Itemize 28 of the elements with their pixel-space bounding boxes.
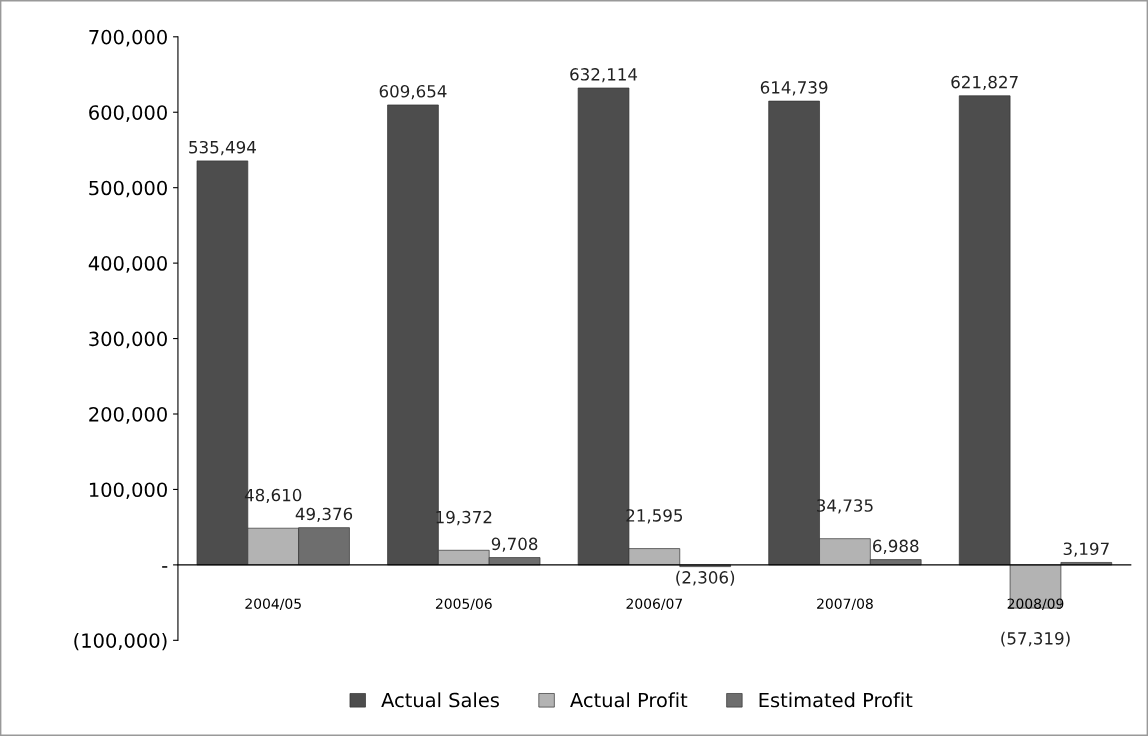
data-label: 614,739	[760, 81, 828, 96]
y-tick-label: 300,000	[89, 331, 167, 349]
legend-label: Estimated Profit	[759, 692, 913, 708]
y-tick-label: 500,000	[89, 180, 167, 198]
legend-label: Actual Profit	[570, 692, 688, 708]
data-label: 632,114	[570, 68, 638, 83]
x-tick-label: 2006/07	[626, 598, 683, 611]
data-label: 621,827	[951, 75, 1018, 91]
data-label: (2,306)	[676, 570, 735, 586]
data-label: 6,988	[873, 539, 919, 554]
y-tick-label: (100,000)	[74, 632, 167, 651]
y-tick-label: 200,000	[89, 406, 167, 424]
x-tick-label: 2004/05	[245, 598, 301, 611]
x-tick-label: 2005/06	[435, 598, 492, 611]
legend-label: Actual Sales	[381, 692, 499, 708]
data-label: 9,708	[491, 537, 538, 552]
y-tick-label: 600,000	[89, 105, 167, 122]
y-tick-label: -	[162, 566, 168, 568]
data-label: 3,197	[1063, 542, 1109, 557]
y-tick-label: 100,000	[89, 482, 167, 500]
x-tick-label: 2007/08	[817, 598, 873, 611]
x-tick-label: 2008/09	[1007, 598, 1064, 611]
data-label: 49,376	[295, 507, 353, 522]
y-tick-label: 700,000	[89, 29, 167, 47]
y-tick-label: 400,000	[88, 256, 167, 273]
data-label: 609,654	[379, 84, 447, 100]
data-label: (57,319)	[1001, 631, 1070, 647]
data-label: 535,494	[189, 140, 256, 156]
